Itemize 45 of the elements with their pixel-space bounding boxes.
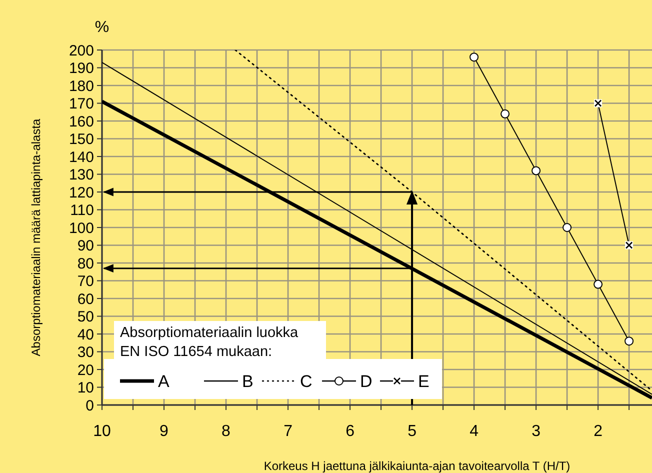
- y-tick-label: 90: [77, 238, 94, 254]
- y-tick-label: 140: [68, 148, 94, 166]
- y-tick-label: 160: [68, 113, 94, 130]
- x-tick-label: 3: [532, 423, 541, 440]
- y-tick-label: 20: [77, 362, 94, 379]
- point: [624, 336, 634, 346]
- y-tick-label: 30: [77, 344, 94, 361]
- y-tick-label: 180: [68, 78, 94, 95]
- y-tick-label: 50: [77, 308, 94, 326]
- x-tick-label: 7: [284, 423, 293, 440]
- y-tick-label: 10: [77, 380, 94, 396]
- y-axis-title: Absorptiomateriaalin määrä lattiapinta-alasta: [29, 118, 43, 356]
- text: %: [94, 19, 110, 36]
- legend-label: A: [158, 372, 170, 391]
- legend-label: E: [418, 372, 430, 391]
- y-tick-label: 60: [77, 290, 94, 308]
- y-tick-label: 0: [86, 397, 94, 414]
- x-axis-title: Korkeus H jaettuna jälkikaiunta-ajan tavoitearvolla T (H/T): [264, 459, 570, 473]
- y-tick-label: 170: [68, 96, 94, 112]
- point: [562, 223, 572, 232]
- legend-label: B: [242, 372, 254, 391]
- point: [470, 52, 479, 62]
- y-tick-label: 40: [77, 326, 94, 344]
- point: [500, 109, 510, 118]
- y-tick-label: 80: [77, 255, 94, 272]
- legend-label: D: [360, 372, 372, 391]
- y-tick-label: 190: [68, 60, 94, 77]
- point: [594, 280, 603, 289]
- y-tick-label: 150: [68, 131, 94, 148]
- y-tick-label: 120: [68, 184, 94, 202]
- legend-label: C: [300, 372, 312, 391]
- legend-title: Absorptiomateriaalin luokka EN ISO 11654 mukaan:: [120, 325, 300, 360]
- y-tick-label: 200: [68, 42, 94, 60]
- y-tick-label: 100: [68, 220, 94, 237]
- x-tick-label: 10: [93, 423, 111, 440]
- x-tick-label: 6: [346, 423, 355, 440]
- x-tick-label: 2: [594, 423, 603, 440]
- x-tick-label: 5: [408, 423, 417, 440]
- y-tick-label: 130: [68, 166, 94, 184]
- y-tick-label: 110: [70, 202, 94, 219]
- point: [532, 166, 541, 176]
- y-tick-label: 70: [77, 273, 94, 290]
- x-tick-label: 4: [470, 423, 479, 440]
- x-tick-label: 9: [160, 423, 169, 440]
- x-tick-label: 8: [222, 423, 231, 440]
